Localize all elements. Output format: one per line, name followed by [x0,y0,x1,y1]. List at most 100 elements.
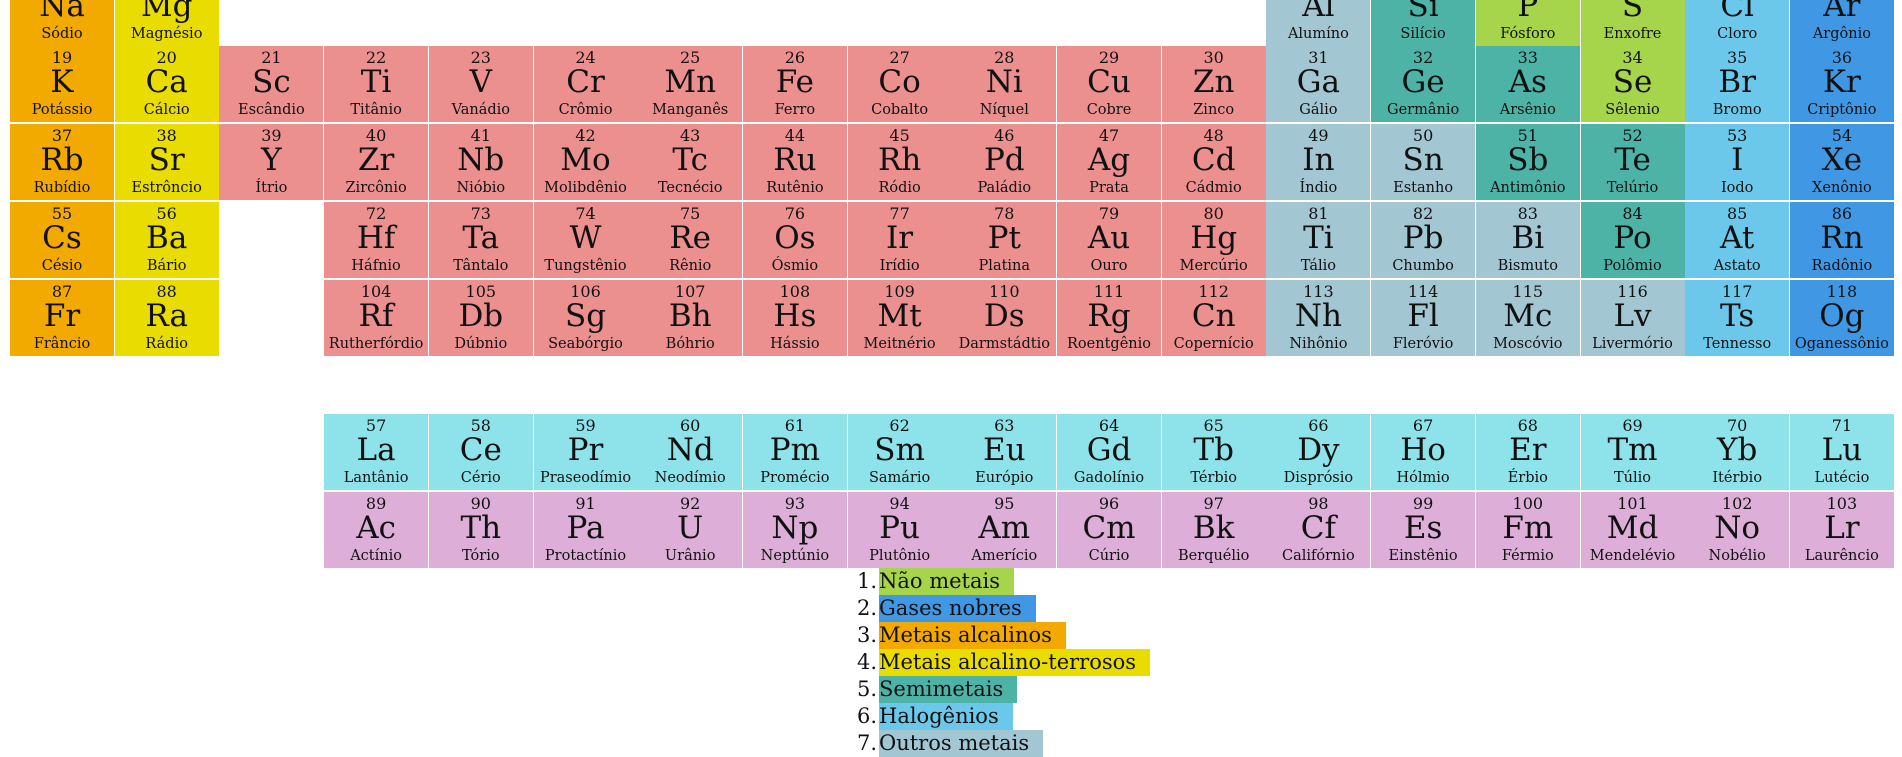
element-cell: 116 Lv Livermório [1580,280,1685,356]
atomic-number: 61 [784,416,806,435]
atomic-number: 73 [470,204,491,223]
atomic-number: 25 [680,48,701,67]
element-name: Califórnio [1282,548,1355,564]
element-name: Bário [146,258,187,274]
element-symbol: Sg [564,298,607,334]
atomic-number: 50 [1412,126,1434,145]
element-symbol: Fe [775,64,814,100]
element-symbol: Cd [1191,142,1236,178]
element-symbol: Eu [982,432,1026,468]
atomic-number: 117 [1721,282,1753,301]
element-name: Sódio [41,26,83,42]
element-symbol: Mg [140,0,193,24]
atomic-number: 115 [1512,282,1544,301]
atomic-number: 24 [575,48,596,67]
element-symbol: Er [1509,432,1547,468]
element-name: Livermório [1592,336,1673,352]
element-symbol: Bh [668,298,712,334]
element-name: Meitnério [863,336,936,352]
element-cell: 77 Ir Irídio [847,202,952,278]
element-symbol: Sc [252,64,291,100]
atomic-number: 52 [1622,126,1643,145]
element-symbol: K [50,64,74,100]
atomic-number: 45 [889,126,910,145]
element-cell: 32 Ge Germânio [1371,46,1476,122]
element-cell: P Fósforo [1475,0,1580,46]
element-cell: 53 I Iodo [1685,124,1790,200]
element-cell: 75 Re Rênio [638,202,743,278]
atomic-number: 31 [1308,48,1329,67]
element-cell: 33 As Arsênio [1475,46,1580,122]
atomic-number: 65 [1203,416,1224,435]
element-cell: 24 Cr Crômio [533,46,638,122]
element-name: Hássio [770,336,820,352]
element-symbol: Zr [357,142,395,178]
atomic-number: 63 [994,416,1015,435]
legend-number: 2. [856,596,877,620]
element-name: Nihônio [1289,336,1348,352]
element-symbol: Md [1606,510,1659,546]
element-cell: 69 Tm Túlio [1580,414,1685,490]
element-cell: 108 Hs Hássio [742,280,847,356]
element-symbol: Ga [1296,64,1341,100]
element-name: Prata [1089,180,1129,196]
element-symbol: Pr [567,432,604,468]
element-cell: 55 Cs Césio [10,202,114,278]
element-name: Mendelévio [1589,548,1676,564]
atomic-number: 100 [1512,494,1544,513]
element-symbol: Re [669,220,712,256]
element-cell: 87 Fr Frâncio [10,280,114,356]
element-cell: 49 In Índio [1266,124,1371,200]
element-name: Estrôncio [131,180,202,196]
atomic-number: 36 [1831,48,1853,67]
atomic-number: 19 [51,48,73,67]
element-name: Tálio [1300,258,1336,274]
element-cell: 45 Rh Ródio [847,124,952,200]
element-symbol: Te [1614,142,1651,178]
element-name: Tório [462,548,500,564]
element-symbol: Ba [146,220,188,256]
element-name: Silício [1400,26,1446,42]
element-name: Protactínio [544,548,627,564]
element-name: Frâncio [33,336,91,352]
legend-label: Metais alcalinos [879,622,1066,649]
atomic-number: 48 [1203,126,1224,145]
element-cell: 39 Y Ítrio [219,124,324,200]
element-name: Platina [978,258,1031,274]
element-cell: 73 Ta Tântalo [428,202,533,278]
element-name: Ródio [878,180,921,196]
element-name: Césio [41,258,83,274]
element-name: Rênio [669,258,712,274]
element-symbol: Mt [877,298,922,334]
element-cell: 101 Md Mendelévio [1580,492,1685,568]
legend-number: 6. [856,704,877,728]
element-symbol: In [1302,142,1335,178]
atomic-number: 90 [470,494,491,513]
atomic-number: 86 [1831,204,1853,223]
atomic-number: 33 [1517,48,1538,67]
element-cell: 97 Bk Berquélio [1161,492,1266,568]
element-cell: Ar Argônio [1789,0,1894,46]
atomic-number: 32 [1412,48,1434,67]
atomic-number: 21 [261,48,282,67]
element-name: Laurêncio [1804,548,1879,564]
element-cell: 63 Eu Európio [952,414,1057,490]
element-name: Potássio [31,102,93,118]
element-cell: 95 Am Amerício [952,492,1057,568]
element-cell: 72 Hf Háfnio [324,202,429,278]
element-cell: 41 Nb Nióbio [428,124,533,200]
element-name: Dúbnio [454,336,508,352]
atomic-number: 88 [156,282,177,301]
atomic-number: 111 [1093,282,1125,301]
element-name: Polômio [1603,258,1662,274]
element-cell: 64 Gd Gadolínio [1057,414,1161,490]
atomic-number: 41 [470,126,491,145]
element-symbol: Y [261,142,282,178]
atomic-number: 78 [994,204,1015,223]
element-name: Manganês [652,102,729,118]
element-name: Túlio [1613,470,1651,486]
element-cell: 28 Ni Níquel [952,46,1057,122]
element-cell: 29 Cu Cobre [1057,46,1161,122]
element-cell: 47 Ag Prata [1057,124,1161,200]
atomic-number: 116 [1617,282,1648,301]
